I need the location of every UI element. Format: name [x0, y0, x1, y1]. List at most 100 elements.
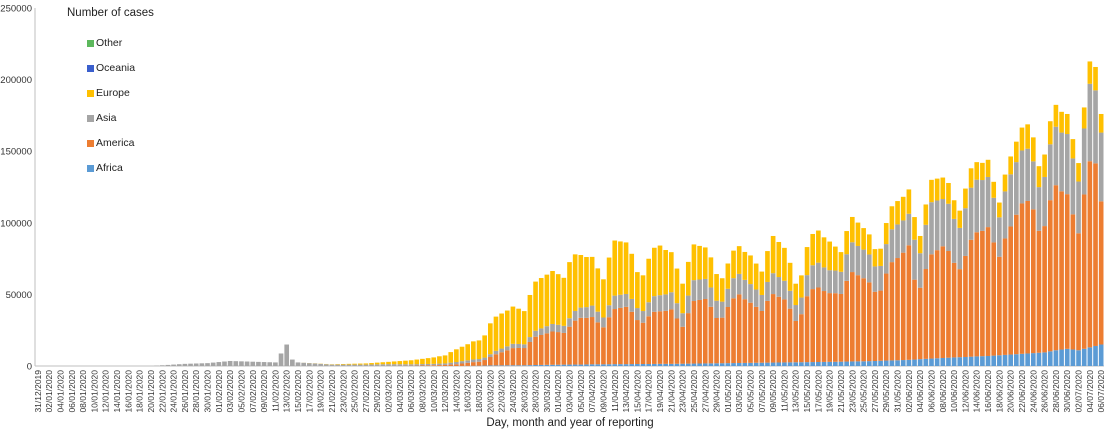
bar-segment-europe — [601, 279, 606, 318]
bar-segment-africa — [849, 361, 855, 366]
bar-segment-africa — [493, 365, 499, 366]
bar-segment-asia — [244, 361, 250, 366]
bar-segment-europe — [555, 274, 561, 325]
bar-segment-asia — [278, 353, 284, 366]
bar-segment-asia — [991, 197, 997, 243]
bar-segment-asia — [748, 284, 753, 303]
bar-segment-africa — [555, 364, 561, 366]
bar-segment-asia — [934, 200, 940, 251]
bar-segment-asia — [267, 362, 273, 366]
bar-segment-europe — [448, 352, 454, 363]
bar-segment-europe — [906, 189, 912, 214]
bar-segment-america — [1047, 200, 1053, 352]
bar-segment-america — [488, 357, 493, 366]
bar-segment-asia — [403, 364, 408, 366]
bar-segment-africa — [584, 364, 589, 366]
bar-segment-europe — [742, 251, 748, 280]
x-tick-label: 03/05/2020 — [734, 370, 744, 413]
bar-segment-america — [612, 309, 618, 365]
bar-segment-africa — [652, 363, 657, 366]
bar-segment-america — [448, 364, 454, 366]
x-tick-labels: 31/12/2019 02/01/2020 04/01/2020 06/01/2020… — [33, 370, 1106, 413]
bar-segment-asia — [584, 307, 589, 318]
x-tick-label: 21/04/2020 — [666, 370, 676, 413]
bar-segment-america — [1053, 185, 1059, 351]
bar-segment-europe — [861, 228, 866, 250]
bar-segment-america — [725, 307, 731, 364]
x-tick-label: 13/04/2020 — [621, 370, 631, 413]
bar-segment-europe — [951, 200, 957, 219]
bar-segment-asia — [725, 288, 731, 307]
bar-segment-asia — [516, 343, 521, 348]
bar-segment-europe — [697, 245, 702, 280]
bar-segment-europe — [408, 360, 414, 365]
y-tick-label: 150000 — [0, 147, 32, 158]
bar-segment-asia — [346, 364, 352, 366]
bar-segment-asia — [629, 298, 635, 312]
bar-segment-asia — [668, 292, 674, 310]
bar-segment-asia — [1081, 128, 1087, 195]
bar-segment-europe — [425, 358, 431, 364]
bar-segment-america — [963, 255, 968, 357]
bar-segment-europe — [488, 323, 493, 355]
bar-segment-africa — [889, 360, 895, 366]
bar-segment-africa — [804, 362, 810, 366]
bar-segment-america — [1042, 226, 1047, 353]
y-tick-label: 0 — [27, 362, 32, 373]
bar-segment-asia — [923, 224, 929, 270]
bar-segment-europe — [736, 246, 742, 274]
bar-segment-europe — [521, 311, 527, 345]
bar-segment-america — [974, 232, 980, 357]
bar-segment-africa — [697, 363, 702, 366]
legend-swatch — [87, 40, 94, 47]
bar-segment-africa — [572, 364, 578, 366]
bar-segment-europe — [708, 257, 714, 288]
bar-segment-asia — [1070, 158, 1076, 215]
bar-segment-asia — [307, 363, 312, 366]
bar-segment-asia — [352, 364, 357, 366]
bar-segment-asia — [601, 317, 606, 328]
bar-segment-america — [968, 239, 974, 357]
bar-segment-asia — [499, 348, 504, 353]
bar-segment-america — [951, 262, 957, 358]
bar-segment-asia — [510, 343, 516, 349]
bar-segment-africa — [776, 362, 782, 366]
x-tick-label: 20/03/2020 — [485, 370, 495, 413]
bar-segment-europe — [895, 201, 900, 225]
bar-segment-america — [838, 293, 844, 362]
bar-segment-europe — [550, 270, 555, 324]
y-tick-label: 100000 — [0, 218, 32, 229]
legend-swatch — [87, 90, 94, 97]
bar-segment-america — [776, 296, 782, 363]
x-tick-label: 15/02/2020 — [293, 370, 303, 413]
bar-segment-asia — [471, 359, 476, 363]
legend-label: Europe — [96, 87, 130, 99]
bar-segment-asia — [261, 362, 267, 366]
bar-segment-america — [787, 308, 793, 363]
bar-segment-america — [702, 298, 708, 364]
bar-segment-asia — [521, 344, 527, 349]
bar-segment-africa — [934, 358, 940, 366]
bar-segment-africa — [606, 364, 612, 366]
bar-segment-asia — [974, 179, 980, 233]
bar-segment-europe — [363, 363, 369, 365]
x-tick-label: 15/05/2020 — [802, 370, 812, 413]
bar-segment-asia — [759, 294, 765, 311]
bar-segment-asia — [572, 310, 578, 321]
bar-segment-asia — [680, 313, 685, 327]
bar-segment-america — [912, 279, 917, 360]
bar-segment-asia — [1053, 126, 1059, 186]
bar-segment-america — [895, 258, 900, 361]
bar-segment-america — [883, 273, 889, 361]
bar-segment-asia — [1087, 83, 1093, 162]
x-tick-label: 13/02/2020 — [282, 370, 292, 413]
bar-segment-america — [493, 354, 499, 366]
bar-segment-europe — [1053, 104, 1059, 127]
x-tick-label: 24/01/2020 — [169, 370, 179, 413]
bar-segment-africa — [618, 364, 623, 366]
bar-segment-africa — [731, 363, 736, 366]
bar-segment-america — [584, 317, 589, 365]
x-tick-label: 05/05/2020 — [745, 370, 755, 413]
bar-segment-asia — [1036, 187, 1042, 231]
bar-segment-europe — [889, 206, 895, 230]
